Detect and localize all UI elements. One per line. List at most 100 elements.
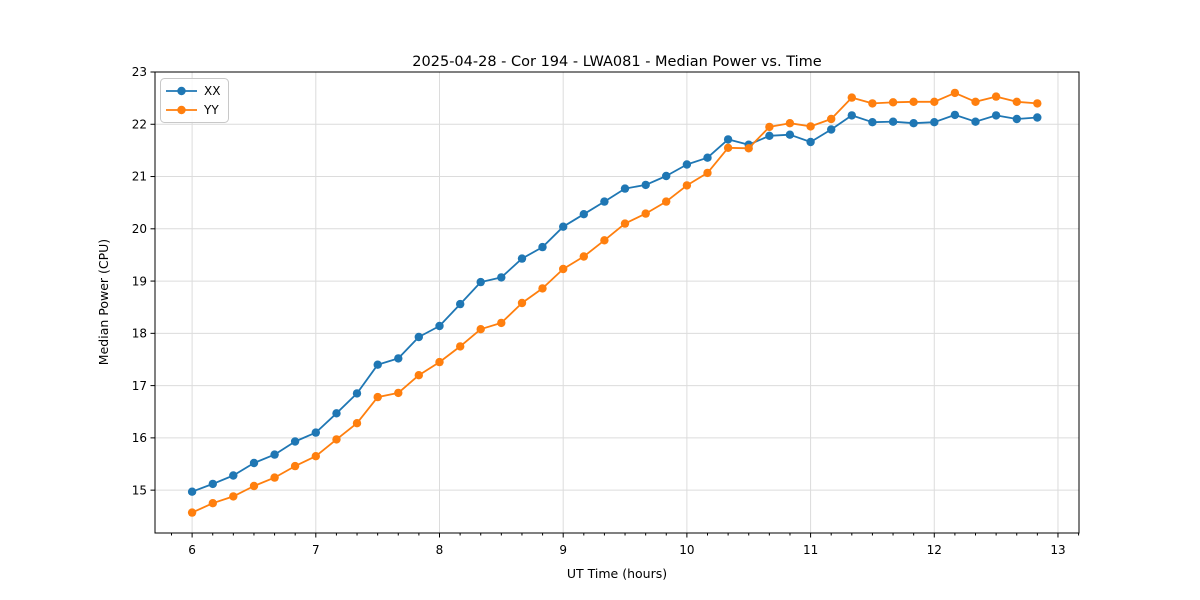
y-tick-label: 20 — [132, 222, 147, 236]
data-point — [187, 508, 197, 517]
data-point — [579, 252, 588, 261]
data-point — [270, 473, 279, 482]
y-tick-label: 22 — [132, 117, 147, 131]
chart-title: 2025-04-28 - Cor 194 - LWA081 - Median P… — [412, 54, 821, 70]
data-point — [723, 135, 733, 144]
data-point — [435, 357, 444, 367]
data-point — [806, 137, 815, 147]
data-point — [538, 242, 547, 252]
x-axis-label: UT Time (hours) — [567, 566, 667, 581]
data-point — [641, 180, 650, 190]
data-point — [538, 284, 547, 293]
data-point — [456, 342, 465, 351]
data-point — [332, 409, 341, 418]
series-xx — [187, 110, 1042, 496]
data-point — [208, 499, 217, 508]
data-point — [765, 122, 774, 132]
data-point — [930, 97, 939, 107]
data-point — [249, 458, 259, 468]
data-point — [373, 360, 382, 369]
data-point — [888, 117, 898, 126]
data-point — [641, 209, 650, 218]
data-point — [930, 118, 939, 127]
x-tick-label: 9 — [559, 543, 567, 557]
data-point — [290, 437, 300, 446]
data-point — [394, 354, 403, 363]
data-point — [229, 471, 238, 480]
data-point — [888, 98, 898, 107]
x-tick-label: 6 — [188, 543, 196, 557]
data-point — [847, 111, 856, 120]
data-point — [909, 97, 918, 107]
legend-marker — [177, 86, 186, 96]
data-point — [517, 298, 527, 308]
data-point — [600, 236, 609, 245]
x-tick-label: 13 — [1050, 543, 1065, 557]
plot-border — [154, 71, 1080, 534]
data-point — [991, 92, 1001, 101]
data-point — [662, 171, 671, 181]
x-tick-label: 8 — [436, 543, 444, 557]
data-point — [311, 452, 320, 461]
x-tick-label: 10 — [679, 543, 694, 557]
data-point — [785, 119, 795, 128]
data-point — [600, 197, 609, 206]
y-tick-label: 23 — [132, 65, 147, 79]
data-point — [352, 419, 362, 428]
data-point — [456, 299, 465, 309]
axis-ticks — [150, 71, 1080, 538]
data-point — [620, 219, 630, 228]
series-line-yy — [191, 92, 1038, 514]
data-point — [208, 479, 217, 489]
x-tick-label: 12 — [927, 543, 942, 557]
data-point — [682, 160, 692, 169]
legend: XX YY — [160, 78, 229, 123]
y-tick-label: 15 — [132, 483, 147, 497]
data-point — [827, 114, 836, 124]
data-point — [476, 325, 485, 334]
legend-label: YY — [203, 103, 219, 117]
data-point — [1012, 114, 1021, 124]
data-point — [744, 144, 753, 153]
data-point — [703, 168, 712, 178]
data-point — [971, 97, 980, 107]
legend-label: XX — [204, 84, 220, 98]
data-point — [1033, 99, 1042, 108]
data-point — [868, 99, 877, 108]
data-point — [517, 254, 527, 263]
data-point — [352, 389, 362, 398]
data-point — [785, 130, 795, 139]
data-point — [394, 388, 403, 398]
data-point — [1012, 97, 1021, 107]
data-point — [270, 450, 279, 459]
data-point — [579, 210, 588, 219]
data-point — [723, 143, 733, 152]
data-point — [229, 492, 238, 501]
data-point — [435, 321, 444, 331]
data-point — [765, 131, 774, 140]
y-axis-label: Median Power (CPU) — [96, 239, 111, 365]
data-point — [971, 117, 980, 126]
data-point — [1033, 113, 1042, 122]
data-point — [620, 184, 630, 193]
data-point — [806, 122, 815, 131]
data-point — [559, 222, 568, 231]
data-point — [290, 461, 300, 471]
axis-tick-labels: 6 7 8 9 10 11 12 13 15 16 17 18 19 20 21 22 23 — [132, 65, 1066, 557]
y-tick-label: 16 — [132, 431, 147, 445]
data-point — [950, 88, 960, 98]
data-point — [373, 392, 382, 402]
data-point — [249, 481, 259, 491]
data-point — [559, 264, 568, 274]
data-point — [497, 273, 506, 282]
data-point — [847, 93, 856, 102]
x-tick-label: 11 — [803, 543, 818, 557]
data-point — [187, 487, 197, 496]
data-point — [414, 371, 423, 380]
series-yy — [187, 88, 1042, 517]
data-point — [868, 118, 877, 127]
data-series — [187, 88, 1042, 517]
y-tick-label: 17 — [132, 379, 147, 393]
